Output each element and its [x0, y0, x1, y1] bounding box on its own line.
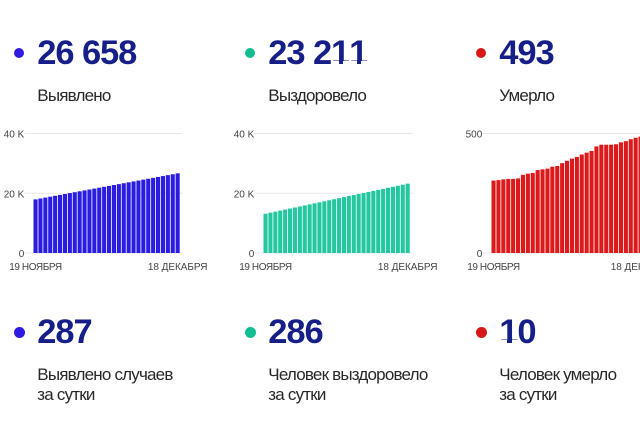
svg-text:19 НОЯБРЯ: 19 НОЯБРЯ: [239, 262, 292, 273]
svg-text:20 K: 20 K: [4, 190, 25, 201]
svg-text:500: 500: [466, 130, 483, 141]
svg-text:18 ДЕКАБРЯ: 18 ДЕКАБРЯ: [148, 262, 208, 273]
svg-text:18 ДЕКАБРЯ: 18 ДЕКАБРЯ: [611, 262, 640, 273]
svg-text:20 K: 20 K: [234, 190, 255, 201]
svg-text:0: 0: [19, 249, 25, 260]
svg-text:40 K: 40 K: [234, 130, 255, 141]
svg-text:19 НОЯБРЯ: 19 НОЯБРЯ: [468, 262, 521, 273]
svg-text:0: 0: [249, 249, 255, 260]
svg-text:19 НОЯБРЯ: 19 НОЯБРЯ: [9, 262, 62, 273]
svg-text:0: 0: [477, 249, 483, 260]
svg-text:40 K: 40 K: [4, 130, 25, 141]
svg-text:18 ДЕКАБРЯ: 18 ДЕКАБРЯ: [378, 262, 438, 273]
